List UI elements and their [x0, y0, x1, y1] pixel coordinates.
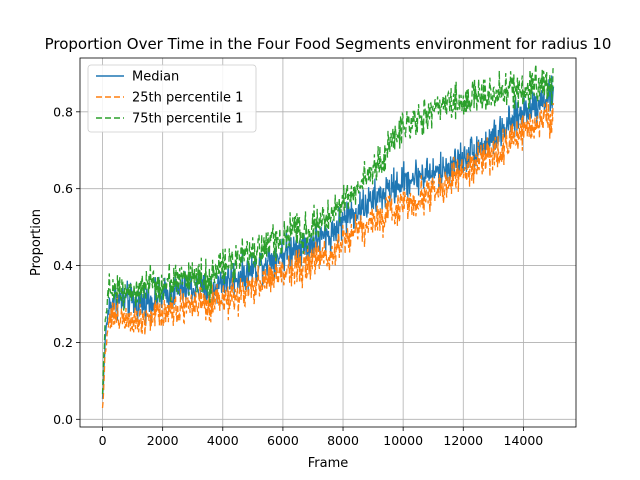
x-tick-label: 6000 — [267, 433, 299, 448]
x-axis-title: Frame — [308, 456, 349, 471]
plot-frame — [79, 57, 577, 428]
y-tick-label: 0.4 — [53, 258, 73, 273]
x-tick-label: 2000 — [147, 433, 179, 448]
legend-label-75th: 75th percentile 1 — [132, 112, 243, 127]
y-tick-label: 0.2 — [53, 335, 73, 350]
axis-ticks: 0 2000 4000 6000 8000 10000 12000 14000 0.0 0.2 0.… — [53, 104, 543, 448]
series-group — [101, 64, 555, 409]
y-tick-label: 0.8 — [53, 104, 73, 119]
legend-label-25th: 25th percentile 1 — [132, 91, 243, 106]
y-tick-label: 0.6 — [53, 181, 73, 196]
x-tick-label: 8000 — [327, 433, 359, 448]
chart-title: Proportion Over Time in the Four Food Se… — [45, 35, 612, 53]
series-25th-percentile-line — [101, 101, 555, 409]
y-axis-title: Proportion — [29, 209, 44, 276]
x-tick-label: 0 — [99, 433, 107, 448]
legend-box — [87, 64, 257, 133]
legend-label-median: Median — [132, 70, 179, 85]
series-75th-percentile-line — [101, 64, 555, 395]
x-tick-label: 14000 — [504, 433, 544, 448]
x-tick-label: 10000 — [383, 433, 423, 448]
y-tick-label: 0.0 — [53, 412, 73, 427]
x-tick-label: 4000 — [207, 433, 239, 448]
legend: Median 25th percentile 1 75th percentile… — [87, 64, 257, 133]
x-tick-label: 12000 — [443, 433, 483, 448]
